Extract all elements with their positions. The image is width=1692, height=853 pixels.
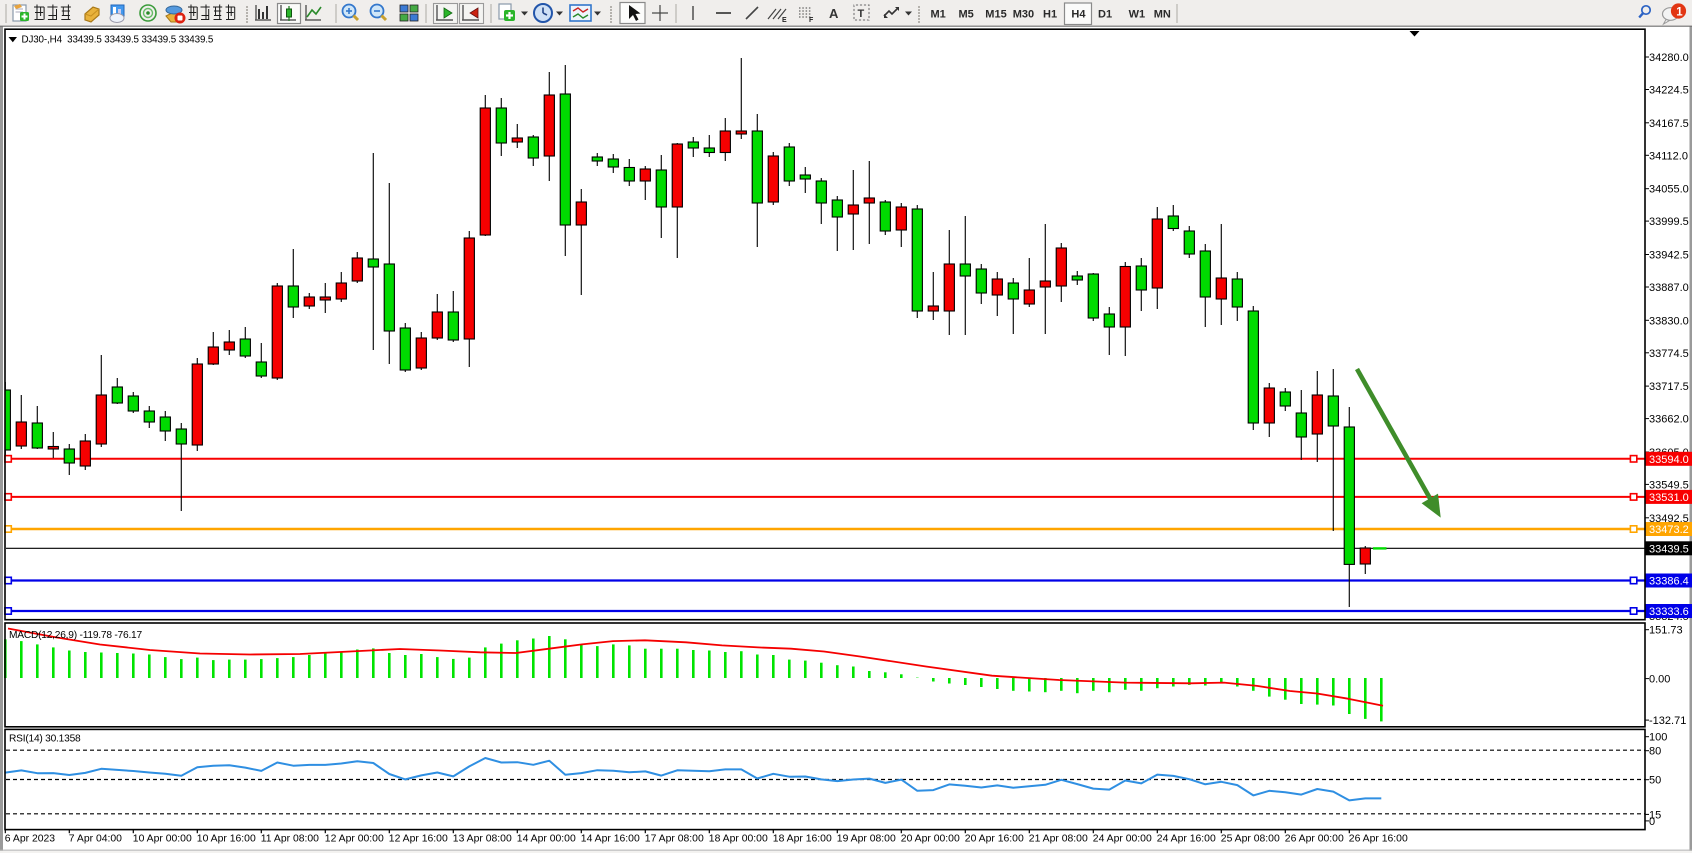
svg-text:MACD(12,26,9) -119.78 -76.17: MACD(12,26,9) -119.78 -76.17 <box>9 630 143 641</box>
svg-text:15: 15 <box>1649 809 1661 821</box>
svg-text:33473.2: 33473.2 <box>1649 524 1689 536</box>
svg-text:0: 0 <box>1649 816 1655 828</box>
svg-text:17 Apr 08:00: 17 Apr 08:00 <box>645 834 704 845</box>
svg-text:M5: M5 <box>959 8 974 20</box>
svg-text:14 Apr 00:00: 14 Apr 00:00 <box>517 834 576 845</box>
svg-text:33830.0: 33830.0 <box>1649 315 1689 327</box>
svg-text:12 Apr 16:00: 12 Apr 16:00 <box>389 834 448 845</box>
svg-text:-132.71: -132.71 <box>1649 715 1686 727</box>
svg-text:80: 80 <box>1649 746 1661 758</box>
svg-text:34224.5: 34224.5 <box>1649 85 1689 97</box>
svg-text:100: 100 <box>1649 732 1667 744</box>
svg-text:E: E <box>782 17 787 24</box>
svg-text:151.73: 151.73 <box>1649 625 1683 637</box>
svg-text:34112.0: 34112.0 <box>1649 150 1688 162</box>
svg-text:33492.5: 33492.5 <box>1649 513 1689 525</box>
svg-text:21 Apr 08:00: 21 Apr 08:00 <box>1029 834 1088 845</box>
svg-text:33662.0: 33662.0 <box>1649 414 1689 426</box>
svg-text:0.00: 0.00 <box>1649 674 1670 686</box>
svg-text:11 Apr 08:00: 11 Apr 08:00 <box>261 834 319 845</box>
svg-text:DJ30-,H4 33439.5 33439.5 3343: DJ30-,H4 33439.5 33439.5 33439.5 33439.5 <box>22 34 214 45</box>
svg-text:12 Apr 00:00: 12 Apr 00:00 <box>325 834 384 845</box>
svg-text:34055.0: 34055.0 <box>1649 184 1689 196</box>
svg-text:D1: D1 <box>1098 8 1112 20</box>
svg-text:33386.4: 33386.4 <box>1649 576 1689 588</box>
svg-text:13 Apr 08:00: 13 Apr 08:00 <box>453 834 512 845</box>
svg-text:7 Apr 04:00: 7 Apr 04:00 <box>69 834 122 845</box>
svg-text:H1: H1 <box>1043 8 1057 20</box>
svg-text:24 Apr 16:00: 24 Apr 16:00 <box>1157 834 1216 845</box>
svg-text:14 Apr 16:00: 14 Apr 16:00 <box>581 834 640 845</box>
svg-text:1: 1 <box>1676 6 1683 18</box>
svg-text:18 Apr 16:00: 18 Apr 16:00 <box>773 834 832 845</box>
svg-text:RSI(14) 30.1358: RSI(14) 30.1358 <box>9 734 81 745</box>
svg-text:MN: MN <box>1154 8 1171 20</box>
svg-text:33887.0: 33887.0 <box>1649 282 1689 294</box>
svg-text:34167.5: 34167.5 <box>1649 118 1689 130</box>
svg-text:A: A <box>829 6 839 21</box>
svg-text:33531.0: 33531.0 <box>1649 492 1689 504</box>
svg-text:20 Apr 16:00: 20 Apr 16:00 <box>965 834 1024 845</box>
svg-text:33942.5: 33942.5 <box>1649 250 1689 262</box>
svg-text:24 Apr 00:00: 24 Apr 00:00 <box>1093 834 1152 845</box>
svg-text:33333.6: 33333.6 <box>1649 606 1689 618</box>
svg-text:19 Apr 08:00: 19 Apr 08:00 <box>837 834 896 845</box>
svg-text:M30: M30 <box>1013 8 1034 20</box>
svg-text:33439.5: 33439.5 <box>1649 543 1689 555</box>
svg-text:33549.5: 33549.5 <box>1649 479 1689 491</box>
svg-text:6 Apr 2023: 6 Apr 2023 <box>5 834 55 845</box>
svg-text:10 Apr 16:00: 10 Apr 16:00 <box>197 834 256 845</box>
svg-text:T: T <box>858 8 865 20</box>
svg-text:26 Apr 00:00: 26 Apr 00:00 <box>1285 834 1344 845</box>
svg-text:20 Apr 00:00: 20 Apr 00:00 <box>901 834 960 845</box>
svg-text:10 Apr 00:00: 10 Apr 00:00 <box>133 834 192 845</box>
svg-text:W1: W1 <box>1129 8 1146 20</box>
svg-text:H4: H4 <box>1071 8 1086 20</box>
svg-text:34280.0: 34280.0 <box>1649 52 1689 64</box>
svg-text:26 Apr 16:00: 26 Apr 16:00 <box>1349 834 1408 845</box>
svg-text:18 Apr 00:00: 18 Apr 00:00 <box>709 834 768 845</box>
svg-text:25 Apr 08:00: 25 Apr 08:00 <box>1221 834 1280 845</box>
svg-text:50: 50 <box>1649 775 1661 787</box>
svg-text:33594.0: 33594.0 <box>1649 454 1689 466</box>
svg-text:33774.5: 33774.5 <box>1649 348 1689 360</box>
svg-text:33717.5: 33717.5 <box>1649 381 1689 393</box>
svg-text:M15: M15 <box>985 8 1006 20</box>
svg-text:M1: M1 <box>931 8 946 20</box>
svg-text:F: F <box>809 17 814 24</box>
svg-text:33999.5: 33999.5 <box>1649 216 1689 228</box>
